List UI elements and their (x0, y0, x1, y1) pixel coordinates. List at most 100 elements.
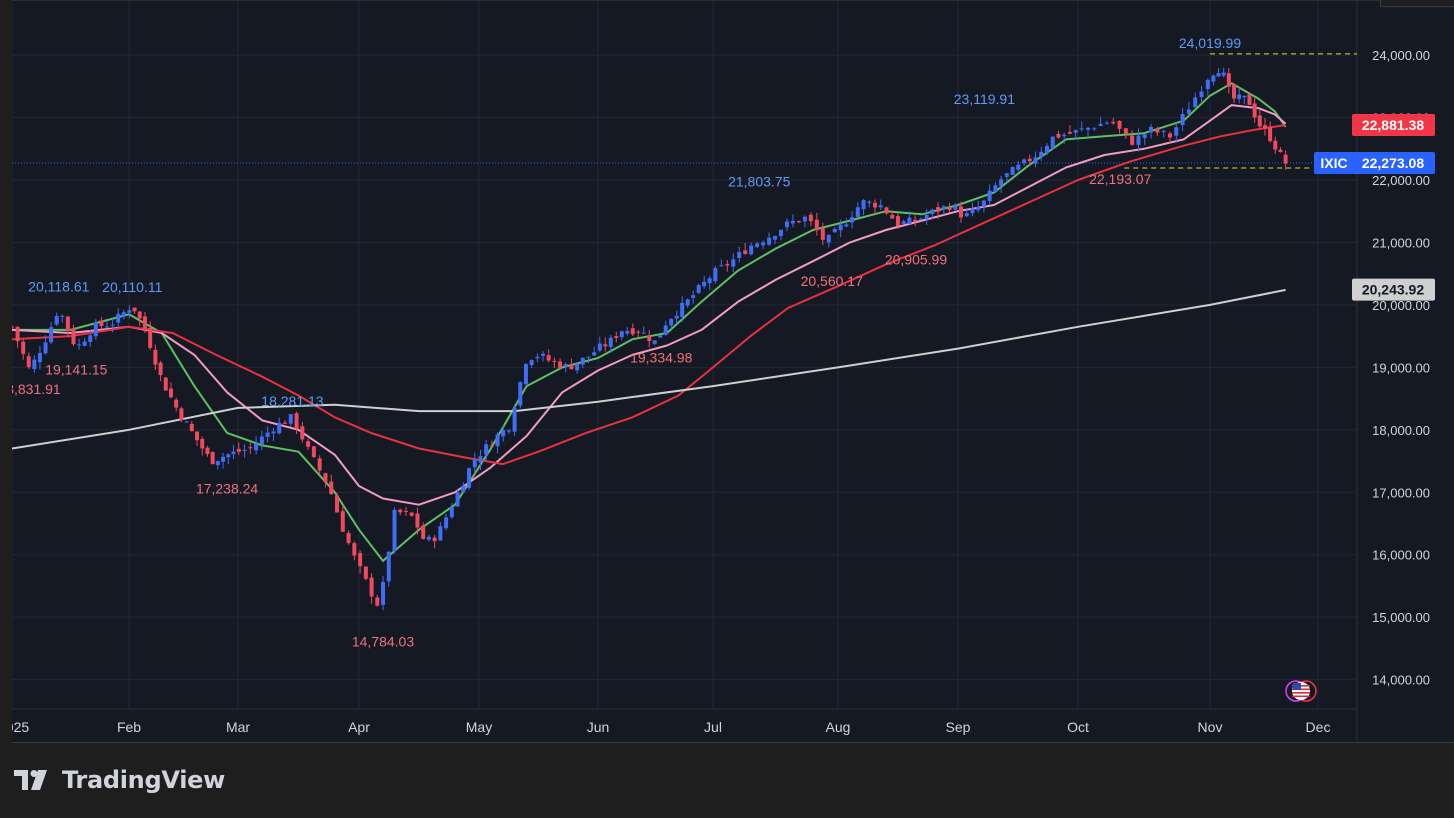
price-tag (1352, 151, 1435, 174)
candle-body (855, 207, 860, 218)
candle-body (1273, 140, 1278, 150)
x-tick-label: Jul (704, 719, 722, 735)
candle-body (1044, 145, 1049, 154)
candle-body (1136, 135, 1141, 145)
candle-body (913, 219, 918, 222)
candle-body (814, 219, 819, 231)
candle-body (248, 447, 253, 449)
chart-svg[interactable]: 18,831.91 20,118.61 19,141.15 20,110.11 18,2… (12, 1, 1454, 744)
candle-body (363, 566, 368, 579)
candle-body (1242, 95, 1247, 98)
y-tick-label: 20,000.00 (1372, 298, 1430, 313)
candle-body (1010, 167, 1015, 176)
low-price-label: 19,141.15 (45, 362, 107, 378)
candle-body (1079, 128, 1084, 130)
candle-body (271, 431, 276, 434)
candle-body (184, 421, 189, 423)
x-tick-label: Sep (946, 719, 971, 735)
x-tick-label: Nov (1198, 719, 1223, 735)
candle-body (603, 344, 608, 347)
candle-body (569, 364, 574, 370)
candle-body (455, 492, 460, 507)
candle-body (878, 205, 883, 208)
candle-body (1149, 126, 1154, 133)
y-tick-label: 14,000.00 (1372, 673, 1430, 688)
candle-body (506, 430, 511, 432)
x-tick-label: Feb (117, 719, 141, 735)
y-tick-label: 19,000.00 (1372, 360, 1430, 375)
candle-body (1027, 158, 1032, 162)
candle-body (930, 209, 935, 214)
candle-body (1067, 132, 1072, 134)
candle-body (32, 359, 37, 370)
candle-body (1123, 128, 1128, 135)
candle-body (737, 252, 742, 259)
candle-body (713, 268, 718, 282)
candle-body (518, 382, 523, 406)
flag-stripe (1292, 692, 1310, 694)
candle-body (329, 481, 334, 495)
candle-body (976, 207, 981, 211)
candle-body (832, 229, 837, 233)
candle-body (93, 322, 98, 337)
x-tick-label: May (466, 719, 492, 735)
candle-body (174, 399, 179, 408)
candle-body (790, 220, 795, 224)
chart-area[interactable]: 18,831.91 20,118.61 19,141.15 20,110.11 18,2… (12, 0, 1454, 744)
low-price-label: 14,784.03 (352, 634, 414, 650)
y-tick-label: 17,000.00 (1372, 485, 1430, 500)
candle-body (647, 335, 652, 342)
candle-body (210, 451, 215, 464)
candle-body (105, 326, 110, 328)
candle-body (924, 214, 929, 220)
x-tick-label: Dec (1306, 719, 1331, 735)
us-flag-icon[interactable] (1285, 680, 1317, 702)
candle-body (970, 208, 975, 214)
candle-body (1104, 122, 1109, 124)
candle-body (386, 551, 391, 582)
top-corner-box (1380, 0, 1454, 7)
candle-body (489, 445, 494, 447)
candle-body (1111, 121, 1116, 124)
high-price-label: 18,281.13 (261, 393, 323, 409)
candle-body (1117, 120, 1122, 129)
candle-body (415, 513, 420, 528)
candle-body (987, 190, 992, 202)
price-tag-label: 22,273.08 (1362, 155, 1424, 171)
x-tick-label: Apr (348, 719, 370, 735)
moving-average-line (12, 288, 1286, 450)
x-tick-label: Mar (226, 719, 250, 735)
candle-body (850, 217, 855, 223)
candle-body (189, 423, 194, 432)
candle-body (221, 456, 226, 462)
candle-body (636, 331, 641, 333)
candle-body (1073, 130, 1078, 133)
candle-body (1155, 128, 1160, 133)
candle-body (826, 234, 831, 243)
low-price-label: 20,905.99 (885, 251, 947, 267)
candle-body (685, 299, 690, 306)
candle-body (306, 441, 311, 447)
candle-body (1142, 134, 1147, 139)
candle-body (1050, 136, 1055, 148)
candle-body (761, 242, 766, 246)
candle-body (563, 364, 568, 367)
candle-body (340, 511, 345, 532)
candle-body (163, 377, 168, 391)
candle-body (1199, 91, 1204, 98)
candle-body (541, 353, 546, 356)
candle-body (200, 438, 205, 449)
candle-body (1062, 134, 1067, 137)
candle-body (254, 443, 259, 451)
candle-body (625, 330, 630, 334)
tradingview-logo-icon (14, 770, 47, 790)
candle-body (127, 310, 132, 313)
candle-body (773, 236, 778, 240)
candle-body (472, 459, 477, 468)
candle-body (461, 485, 466, 493)
x-tick-label: Aug (826, 719, 851, 735)
candle-body (784, 221, 789, 228)
candle-body (1205, 79, 1210, 89)
candle-body (529, 360, 534, 366)
candle-body (12, 326, 14, 328)
